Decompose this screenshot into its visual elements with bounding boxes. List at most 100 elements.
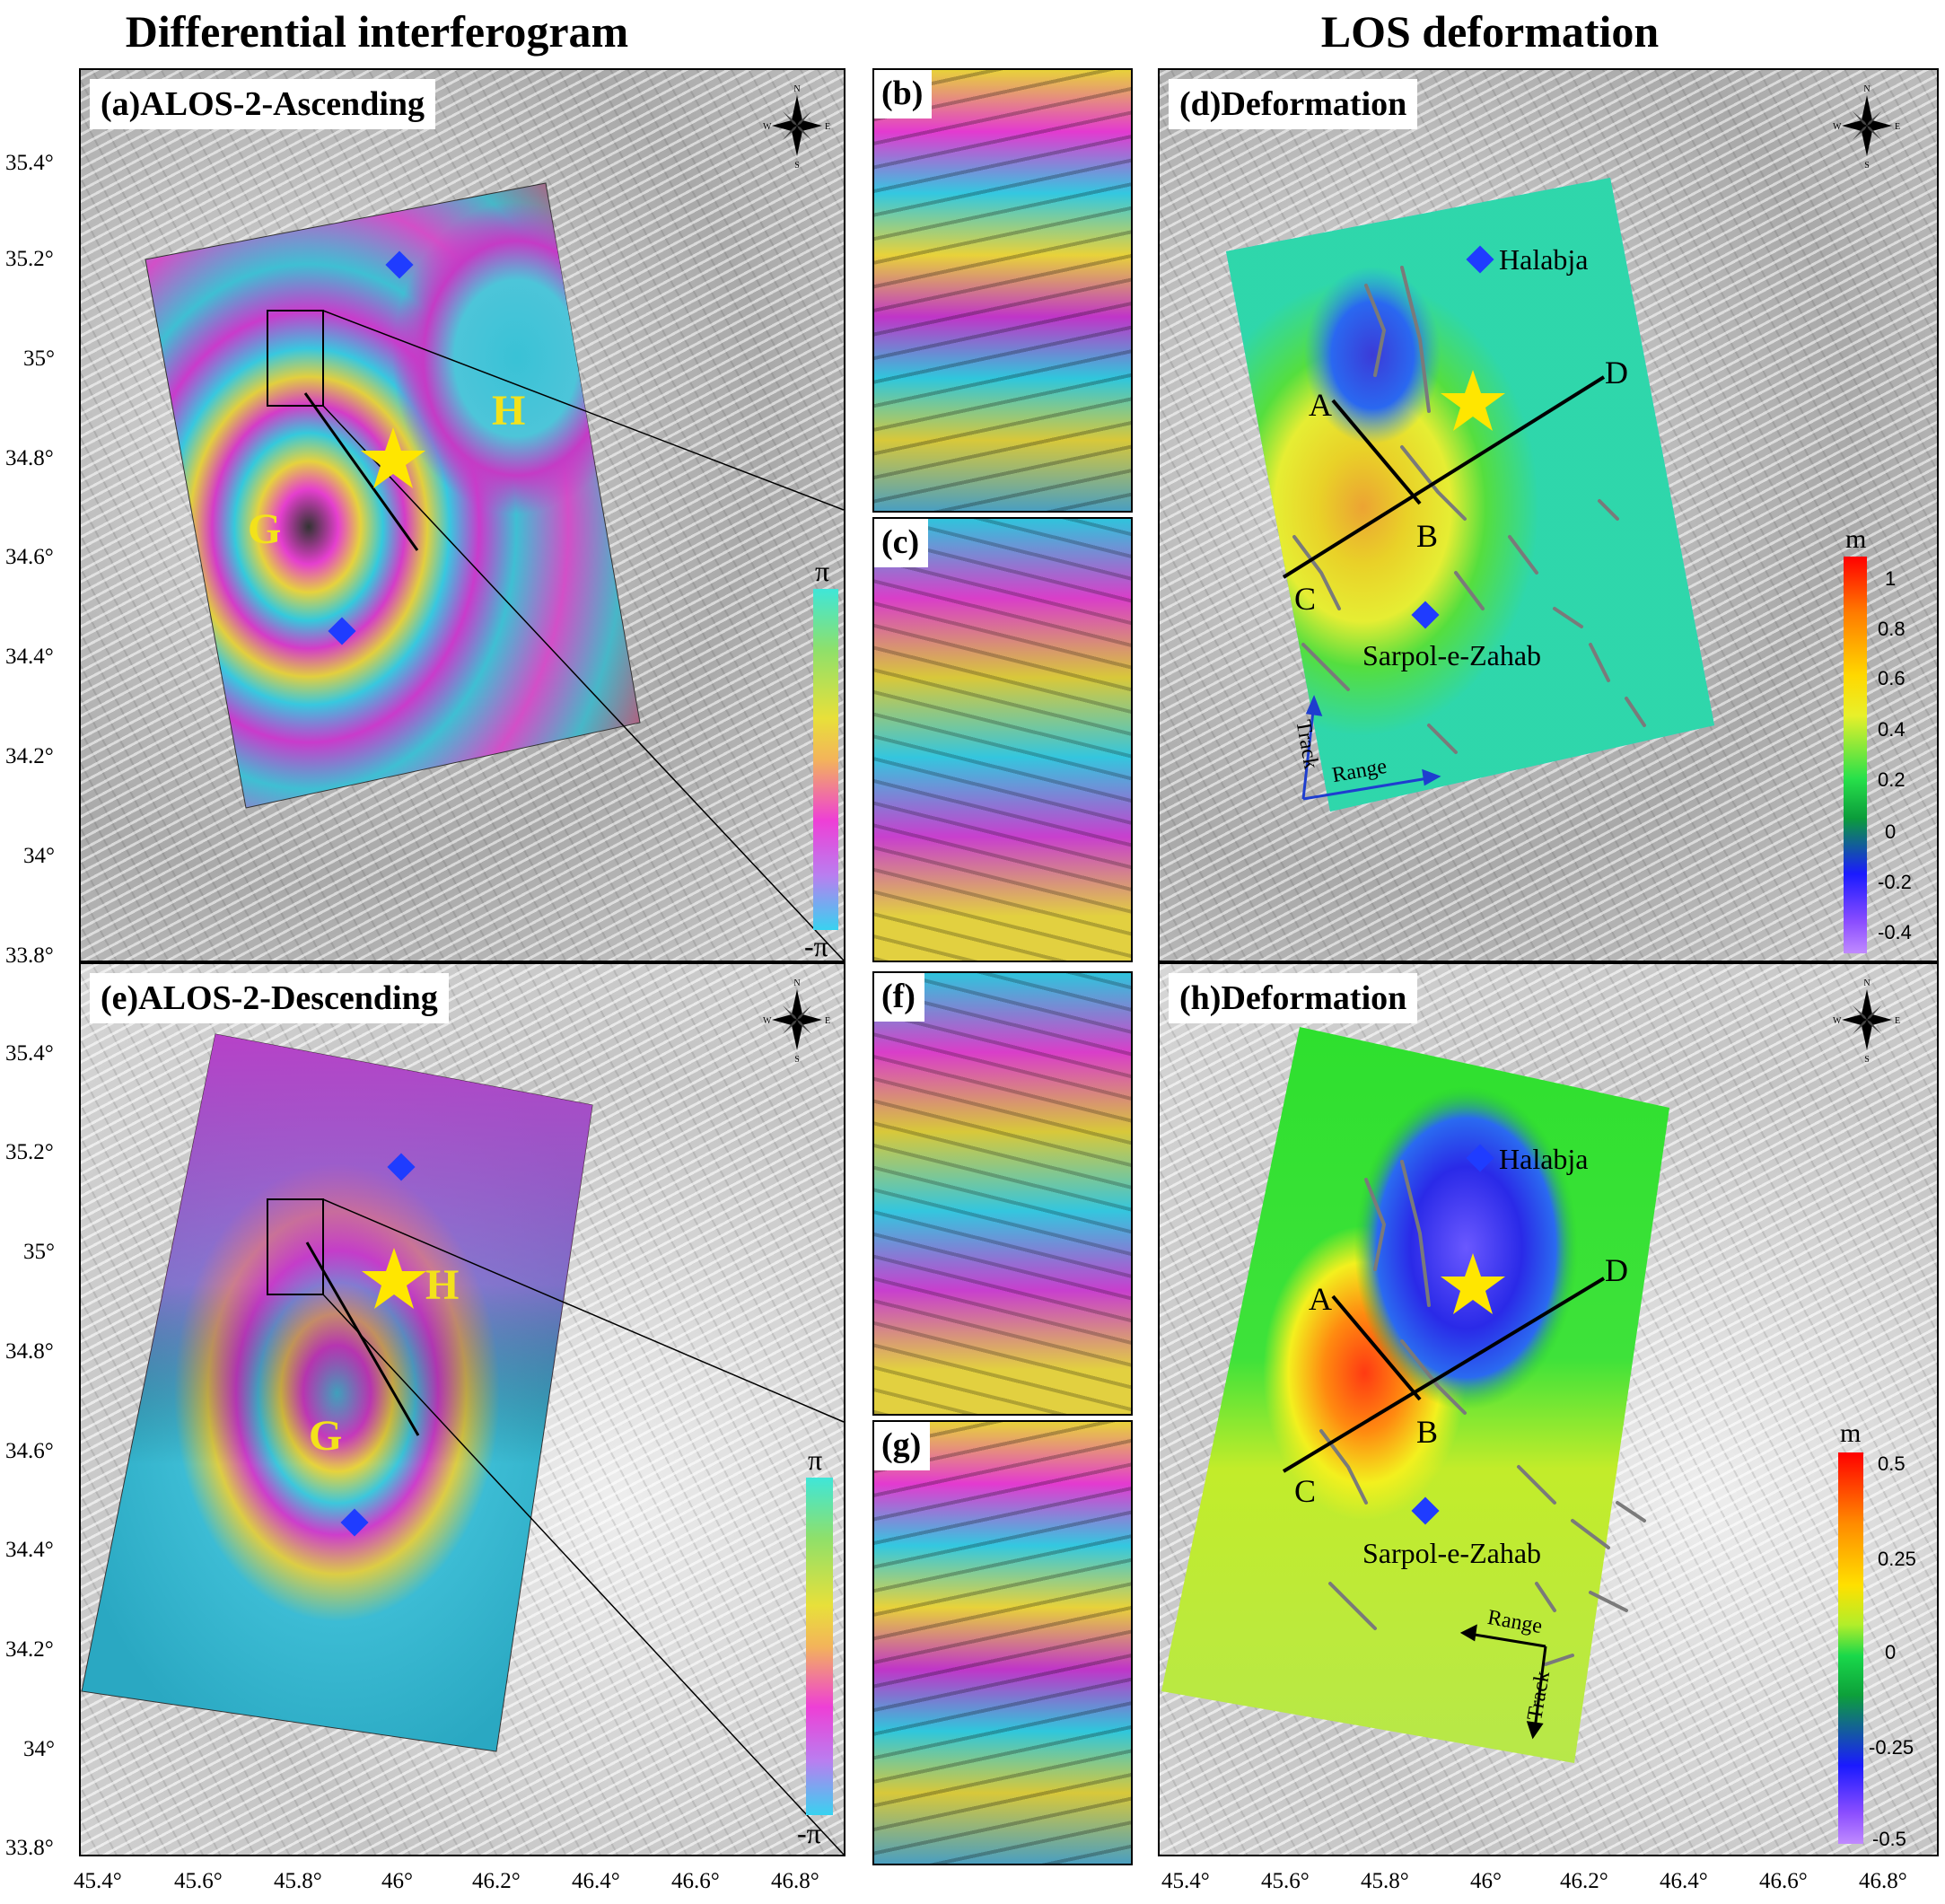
profile-point-a: A — [1309, 387, 1332, 423]
lon-tick: 46.4° — [1660, 1869, 1708, 1893]
compass-rose-icon: N S W E — [759, 83, 835, 171]
lon-tick: 46.2° — [1560, 1869, 1608, 1893]
colorbar-tick: 0 — [1885, 1641, 1897, 1663]
panel-e-descending-interferogram: (e)ALOS-2-Descending H G N S W E π -π — [79, 962, 845, 1856]
lat-tick: 35° — [23, 1240, 55, 1264]
town-marker-sarpol — [340, 1508, 369, 1537]
lat-tick: 35.4° — [5, 151, 54, 175]
panel-c-inset: (c) — [872, 517, 1133, 962]
deformation-map — [1226, 178, 1714, 812]
lat-tick: 34.6° — [5, 1439, 54, 1463]
panel-g-title: (g) — [874, 1422, 931, 1470]
lon-tick: 46° — [1470, 1869, 1502, 1893]
colorbar-tick: 0 — [1885, 820, 1897, 843]
panel-a-ascending-interferogram: (a)ALOS-2-Ascending H G N S W E π -π — [79, 68, 845, 962]
compass-w: W — [1833, 1016, 1842, 1026]
lat-tick: 35.2° — [5, 247, 54, 271]
panel-d-deformation: (d)Deformation Halabja Sarpol-e-Zahab A … — [1158, 68, 1939, 962]
lon-tick: 46.6° — [671, 1869, 720, 1893]
lobe-label-h: H — [425, 1261, 460, 1309]
phase-bottom-label: -π — [797, 1817, 821, 1849]
profile-point-c: C — [1294, 1473, 1317, 1509]
lobe-label-g: G — [309, 1412, 343, 1460]
panel-f-inset: (f) — [872, 971, 1133, 1416]
deformation-map — [1161, 1027, 1669, 1763]
colorbar-tick: -0.4 — [1878, 921, 1912, 943]
colorbar-unit: m — [1840, 1418, 1862, 1448]
colorbar-tick: 0.6 — [1878, 667, 1906, 689]
colorbar-tick: 0.4 — [1878, 718, 1906, 741]
phase-top-label: π — [815, 555, 830, 587]
compass-w: W — [763, 122, 772, 132]
lat-tick: 34.4° — [5, 645, 54, 669]
profile-point-a: A — [1309, 1281, 1332, 1317]
lon-tick: 45.4° — [74, 1869, 122, 1893]
colorbar-tick: -0.25 — [1869, 1736, 1914, 1759]
interferogram-footprint — [81, 1033, 844, 1855]
profile-point-b: B — [1416, 518, 1439, 554]
compass-s: S — [1864, 161, 1870, 169]
panel-f-title: (f) — [874, 973, 924, 1022]
lat-tick: 35° — [23, 347, 55, 371]
lobe-label-g: G — [248, 505, 282, 553]
interferogram-footprint — [145, 182, 844, 961]
panel-g-inset: (g) — [872, 1420, 1133, 1865]
profile-point-d: D — [1605, 355, 1628, 390]
compass-rose-icon: N S W E — [759, 977, 835, 1065]
phase-colorbar — [806, 1478, 833, 1815]
lon-tick: 46.4° — [572, 1869, 620, 1893]
lat-tick: 34.4° — [5, 1538, 54, 1562]
colorbar-tick: 0.2 — [1878, 768, 1906, 791]
phase-top-label: π — [808, 1443, 823, 1476]
compass-w: W — [763, 1016, 772, 1026]
place-label-sarpol: Sarpol-e-Zahab — [1362, 639, 1542, 671]
compass-e: E — [825, 122, 830, 132]
epicenter-star — [361, 427, 425, 488]
lat-tick: 35.2° — [5, 1140, 54, 1164]
lon-tick: 46.2° — [472, 1869, 521, 1893]
panel-d-title: (d)Deformation — [1169, 79, 1418, 129]
compass-n: N — [1863, 84, 1870, 94]
lat-tick: 34° — [23, 1737, 55, 1761]
panel-c-title: (c) — [874, 519, 929, 567]
place-label-sarpol: Sarpol-e-Zahab — [1362, 1537, 1542, 1569]
profile-point-b: B — [1416, 1414, 1439, 1450]
panel-a-title: (a)ALOS-2-Ascending — [90, 79, 436, 129]
lon-tick: 45.8° — [1361, 1869, 1409, 1893]
place-label-halabja: Halabja — [1499, 1143, 1589, 1175]
colorbar-tick: -0.5 — [1872, 1828, 1906, 1850]
epicenter-star — [1441, 1253, 1505, 1314]
colorbar-tick: 0.25 — [1878, 1548, 1916, 1570]
colorbar-tick: 0.8 — [1878, 618, 1906, 640]
lat-tick: 34° — [23, 844, 55, 868]
header-los-deformation: LOS deformation — [1320, 6, 1660, 57]
compass-rose-icon: N S W E — [1829, 977, 1905, 1065]
lon-tick: 46.8° — [1859, 1869, 1907, 1893]
compass-n: N — [1863, 978, 1870, 988]
lat-tick: 34.8° — [5, 1339, 54, 1364]
lon-tick: 45.4° — [1161, 1869, 1210, 1893]
panel-b-title: (b) — [874, 70, 933, 118]
town-marker-halabja — [385, 250, 414, 279]
lat-tick: 34.6° — [5, 545, 54, 569]
compass-e: E — [1895, 122, 1900, 132]
deformation-colorbar — [1838, 1452, 1863, 1844]
epicenter-star — [1441, 370, 1505, 431]
phase-bottom-label: -π — [804, 930, 828, 962]
compass-s: S — [1864, 1055, 1870, 1063]
compass-s: S — [794, 1055, 800, 1063]
lat-tick: 33.8° — [5, 943, 54, 968]
lat-tick: 34.2° — [5, 1637, 54, 1662]
place-label-halabja: Halabja — [1499, 243, 1589, 276]
profile-point-c: C — [1294, 581, 1317, 617]
compass-n: N — [793, 978, 800, 988]
colorbar-unit: m — [1845, 524, 1867, 554]
lon-tick: 45.8° — [274, 1869, 322, 1893]
profile-point-d: D — [1605, 1252, 1628, 1288]
colorbar-tick: -0.2 — [1878, 871, 1912, 893]
compass-w: W — [1833, 122, 1842, 132]
deformation-colorbar — [1844, 557, 1867, 953]
panel-b-inset: (b) — [872, 68, 1133, 513]
compass-rose-icon: N S W E — [1829, 83, 1905, 171]
colorbar-tick: 1 — [1885, 567, 1897, 590]
